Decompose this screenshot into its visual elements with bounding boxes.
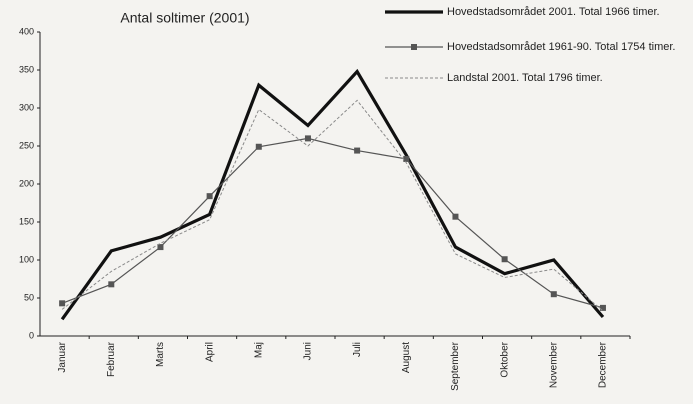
point (501, 256, 508, 263)
point (255, 143, 262, 150)
x-tick-label: April (204, 342, 215, 362)
x-tick-label: December (598, 341, 609, 388)
point (599, 304, 606, 311)
y-tick-label: 300 (19, 102, 34, 112)
y-tick-label: 400 (19, 26, 34, 36)
point (108, 281, 115, 288)
point (550, 291, 557, 298)
y-tick-label: 350 (19, 64, 34, 74)
x-tick-label: Juli (352, 342, 363, 357)
y-tick-label: 50 (24, 292, 34, 302)
x-tick-label: August (401, 342, 412, 373)
chart-title: Antal soltimer (2001) (120, 10, 249, 26)
y-tick-label: 0 (29, 330, 34, 340)
point (304, 135, 311, 142)
y-tick-label: 200 (19, 178, 34, 188)
x-tick-label: Januar (57, 341, 68, 372)
legend-marker (411, 44, 417, 50)
y-tick-label: 250 (19, 140, 34, 150)
series-line (61, 137, 604, 309)
legend-label: Hovedstadsområdet 2001. Total 1966 timer… (447, 6, 660, 18)
legend-label: Landstal 2001. Total 1796 timer. (447, 72, 603, 84)
x-tick-label: Februar (106, 341, 117, 377)
legend-label: Hovedstadsområdet 1961-90. Total 1754 ti… (447, 41, 676, 53)
x-tick-label: September (450, 341, 461, 391)
point (206, 193, 213, 200)
point (157, 244, 164, 251)
x-tick-label: Juni (303, 342, 314, 360)
point (354, 147, 361, 154)
x-tick-label: Maj (253, 342, 264, 358)
x-tick-label: Marts (155, 342, 166, 367)
y-tick-label: 100 (19, 254, 34, 264)
series-line (60, 68, 605, 321)
point (403, 155, 410, 162)
y-tick-label: 150 (19, 216, 34, 226)
x-tick-label: Oktober (499, 341, 510, 377)
x-tick-label: November (548, 341, 559, 388)
point (452, 213, 459, 220)
point (59, 300, 66, 307)
